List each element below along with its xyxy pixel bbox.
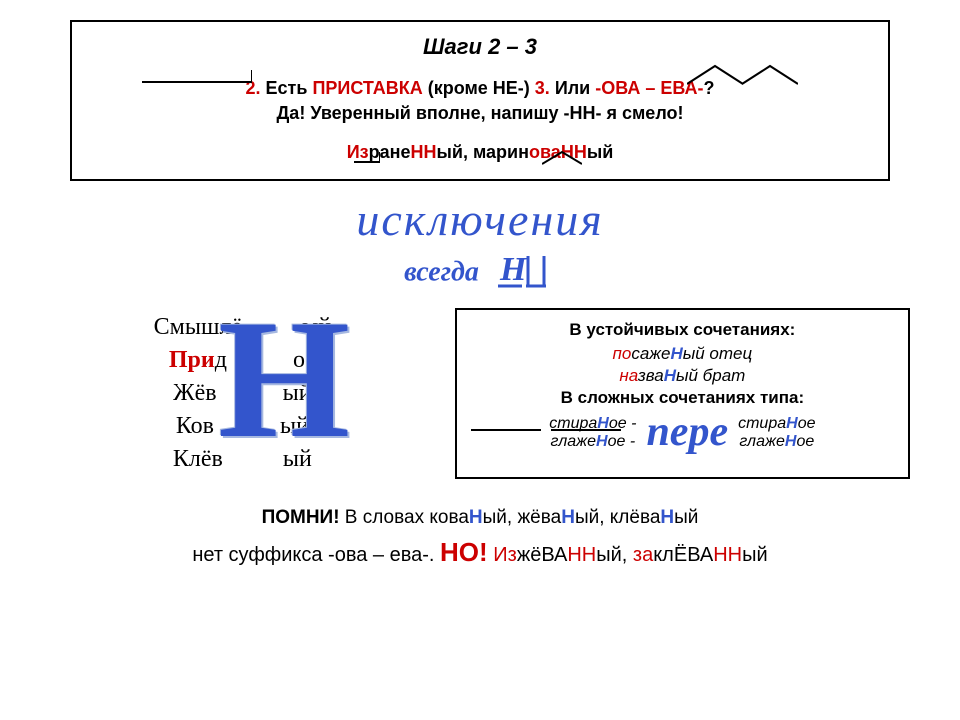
footer-no: НО! <box>440 537 488 567</box>
remember-label: ПОМНИ! <box>262 507 340 528</box>
ili-text: Или <box>550 78 595 98</box>
num-3: 3. <box>535 78 550 98</box>
rem-c: ый, клёва <box>575 507 660 528</box>
steps-box: Шаги 2 – 3 2. Есть ПРИСТАВКА (кроме НЕ-)… <box>70 20 890 181</box>
hh-underline-icon: H <box>496 250 556 298</box>
footer-line: нет суффикса -ова – ева-. НО! ИзжёВАННый… <box>20 537 940 568</box>
footer-nn2: НН <box>713 544 742 566</box>
ex-end2: ый <box>587 142 613 162</box>
rem-d: ый <box>674 507 698 528</box>
steps-title: Шаги 2 – 3 <box>92 34 868 60</box>
always-text: всегда <box>404 256 479 287</box>
stable-phrases-box: В устойчивых сочетаниях: посажеНый отец … <box>455 308 910 479</box>
rem-a: В словах кова <box>340 507 469 528</box>
box2-head2: В сложных сочетаниях типа: <box>471 388 894 408</box>
svg-text:H: H <box>499 251 528 288</box>
footer-end1: ый, <box>596 544 633 566</box>
remember-line: ПОМНИ! В словах коваНый, жёваНый, клёваН… <box>20 507 940 529</box>
suffix-roof-icon-2 <box>742 64 798 86</box>
est-text: Есть <box>261 78 313 98</box>
rem-n2: Н <box>561 507 575 528</box>
examples-line: ИзранеННый, мариноваННый <box>92 142 868 163</box>
footer-iz: Из <box>493 544 517 566</box>
footer-end2: ый <box>742 544 768 566</box>
rem-b: ый, жёва <box>483 507 562 528</box>
big-letter-H: Н <box>218 294 350 464</box>
pristavka: ПРИСТАВКА <box>312 78 422 98</box>
footer-za: за <box>633 544 653 566</box>
rule-line-2: Да! Уверенный вполне, напишу -НН- я смел… <box>92 103 868 124</box>
prefix-mark-iz <box>354 152 380 164</box>
middle-row: Н Смышлё ый Прид ое Жёв ый Ков ый Клёв ы… <box>50 308 910 479</box>
ex-end1: ый, марин <box>437 142 529 162</box>
pere-word: пере <box>642 414 732 452</box>
footer-nn1: НН <box>567 544 596 566</box>
ex-nn1: НН <box>411 142 437 162</box>
rem-n1: Н <box>469 507 483 528</box>
exceptions-heading: исключения <box>20 193 940 246</box>
always-heading: всегда H <box>20 250 940 298</box>
rem-n3: Н <box>660 507 674 528</box>
footer-kleva: клЁВА <box>653 544 713 566</box>
box2-head1: В устойчивых сочетаниях: <box>471 320 894 340</box>
suffix-roof-marin <box>542 150 582 166</box>
suffix-roof-icon-1 <box>687 64 743 86</box>
box2-line1: посажеНый отец <box>471 344 894 364</box>
box2-line2: назваНый брат <box>471 366 894 386</box>
pere-right-col: стираНое глажеНое <box>738 415 815 451</box>
compound-overline-icon <box>471 424 621 434</box>
krome-ne: (кроме НЕ-) <box>423 78 535 98</box>
footer-a: нет суффикса -ова – ева-. <box>192 544 440 566</box>
footer-zheva: жёВА <box>517 544 568 566</box>
exception-words-col: Н Смышлё ый Прид ое Жёв ый Ков ый Клёв ы… <box>50 308 435 479</box>
prefix-bracket-icon <box>142 70 252 84</box>
